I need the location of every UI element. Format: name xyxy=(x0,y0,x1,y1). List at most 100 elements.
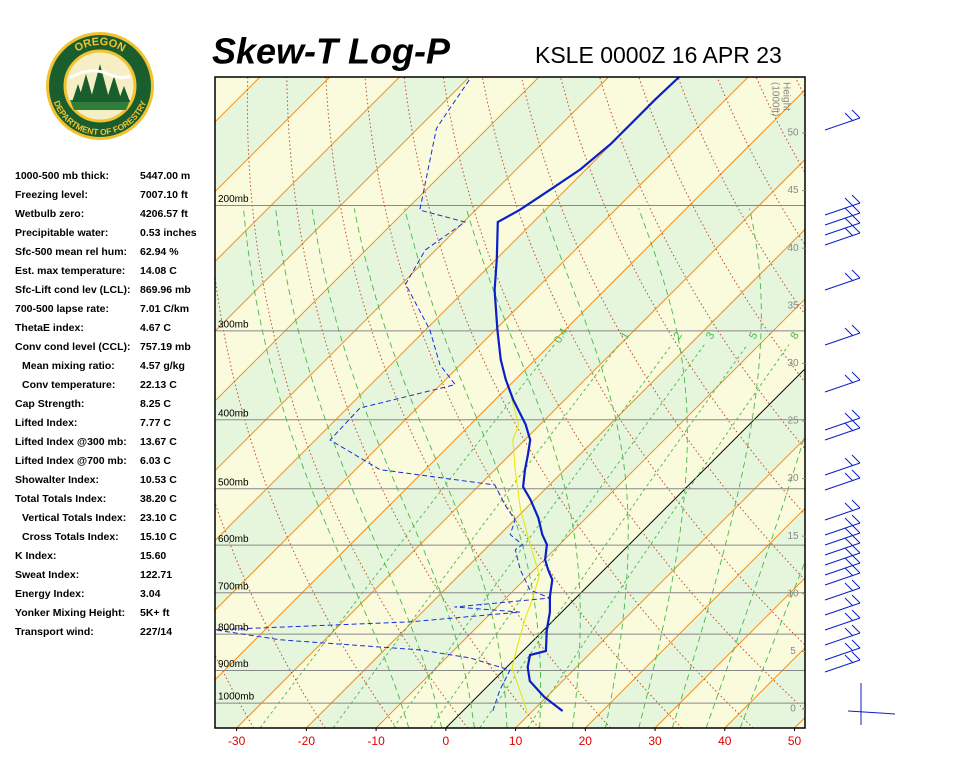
stat-value: 122.71 xyxy=(140,569,172,581)
stat-label: Sweat Index: xyxy=(15,569,79,581)
stat-value: 3.04 xyxy=(140,588,161,600)
stat-label: Total Totals Index: xyxy=(15,493,106,505)
moist-adiabat xyxy=(465,208,581,728)
barb-staff xyxy=(824,417,861,431)
stat-label: 1000-500 mb thick: xyxy=(15,170,109,182)
stat-value: 7.01 C/km xyxy=(140,303,189,315)
mixing-ratio-line xyxy=(332,344,620,728)
logo: OREGON DEPARTMENT OF FORESTRY xyxy=(46,32,154,140)
mixing-ratio-line xyxy=(430,344,705,728)
barb-feather xyxy=(851,514,861,524)
barb-staff xyxy=(824,602,861,616)
y-tick-label: 200mb xyxy=(218,194,249,205)
x-tick-label: -20 xyxy=(298,734,316,748)
stats-panel: 1000-500 mb thick: 5447.00 m Freezing leve… xyxy=(15,170,197,638)
temperature-band xyxy=(215,77,805,680)
dry-adiabat xyxy=(481,77,805,646)
y2-tick-label: 5 xyxy=(790,646,796,657)
stat-label: Energy Index: xyxy=(15,588,84,600)
barb-staff xyxy=(824,562,861,576)
barb-staff xyxy=(824,232,861,246)
barb-feather xyxy=(851,651,861,661)
isotherm xyxy=(215,89,805,681)
logo-cloud xyxy=(69,69,131,80)
moist-adiabat xyxy=(311,208,475,728)
barb-feather xyxy=(851,454,861,464)
stat-label: Sfc-Lift cond lev (LCL): xyxy=(15,284,131,296)
moist-adiabat xyxy=(275,208,443,728)
isotherm xyxy=(215,77,331,193)
stat-label: Precipitable water: xyxy=(15,227,108,239)
x-tick-label: -30 xyxy=(228,734,246,748)
stat-value: 7007.10 ft xyxy=(140,189,188,201)
stat-value: 23.10 C xyxy=(140,512,177,524)
barb-feather xyxy=(844,527,854,537)
barb-feather xyxy=(851,204,861,214)
barb-feather xyxy=(851,214,861,224)
barb-feather xyxy=(844,582,854,592)
barb-feather xyxy=(844,472,854,482)
dry-adiabat xyxy=(794,77,805,99)
y-tick-label: 700mb xyxy=(218,581,249,592)
stat-value: 4.67 C xyxy=(140,322,171,334)
stat-label: ThetaE index: xyxy=(15,322,84,334)
stat-value: 0.53 inches xyxy=(140,227,197,239)
barb-feather xyxy=(844,654,854,664)
y2-tick-label: 20 xyxy=(787,473,799,484)
stat-label: Vertical Totals Index: xyxy=(22,512,126,524)
x-tick-label: 0 xyxy=(442,734,449,748)
y-tick-label: 300mb xyxy=(218,319,249,330)
isotherm xyxy=(236,158,805,728)
x-tick-label: 20 xyxy=(579,734,593,748)
isotherm xyxy=(794,716,805,728)
dry-adiabat xyxy=(949,73,960,728)
temperature-band xyxy=(864,77,960,728)
stat-label: Lifted Index: xyxy=(15,417,77,429)
dry-adiabat xyxy=(599,77,805,450)
x-tick-label: 10 xyxy=(509,734,523,748)
stat-value: 10.53 C xyxy=(140,474,177,486)
x-tick-label: 30 xyxy=(648,734,662,748)
stat-label: K Index: xyxy=(15,550,56,562)
isotherm xyxy=(215,77,400,263)
y-tick-label: 900mb xyxy=(218,659,249,670)
barb-staff xyxy=(824,427,861,441)
axes: 0.4 1 2 3 5 8200mb300mb400mb500mb600mb700mb80… xyxy=(214,76,806,748)
stat-value: 6.03 C xyxy=(140,455,171,467)
barb-feather xyxy=(844,557,854,567)
logo-top-text: OREGON xyxy=(73,36,128,55)
stat-label: Conv temperature: xyxy=(22,379,115,391)
stat-value: 14.08 C xyxy=(140,265,177,277)
mixing-ratio-label: 8 xyxy=(788,330,801,341)
stat-value: 15.10 C xyxy=(140,531,177,543)
barb-staff xyxy=(824,507,861,521)
barb-feather xyxy=(851,624,861,634)
stat-value: 869.96 mb xyxy=(140,284,191,296)
barb-staff xyxy=(824,522,861,536)
temperature-band xyxy=(215,89,805,728)
barb-feather xyxy=(851,564,861,574)
logo-ground xyxy=(70,100,130,110)
barb-staff xyxy=(824,532,861,546)
temperature-band xyxy=(794,717,805,728)
wind-barbs xyxy=(824,109,896,725)
dry-adiabat xyxy=(325,77,611,728)
barb-feather xyxy=(851,469,861,479)
isotherm xyxy=(215,77,679,542)
barb-feather xyxy=(844,612,854,622)
barb-feather xyxy=(844,457,854,467)
barb-feather xyxy=(844,537,854,547)
stat-label: Lifted Index @700 mb: xyxy=(15,455,127,467)
barb-feather xyxy=(844,547,854,557)
y2-tick-label: 50 xyxy=(787,128,799,139)
barb-feather xyxy=(844,197,854,207)
barb-feather xyxy=(844,412,854,422)
plot-area xyxy=(215,73,960,728)
isotherm xyxy=(215,77,540,402)
barb-feather xyxy=(851,409,861,419)
barb-feather xyxy=(844,112,854,122)
barb-feather xyxy=(851,419,861,429)
barb-feather xyxy=(844,217,854,227)
stat-value: 22.13 C xyxy=(140,379,177,391)
